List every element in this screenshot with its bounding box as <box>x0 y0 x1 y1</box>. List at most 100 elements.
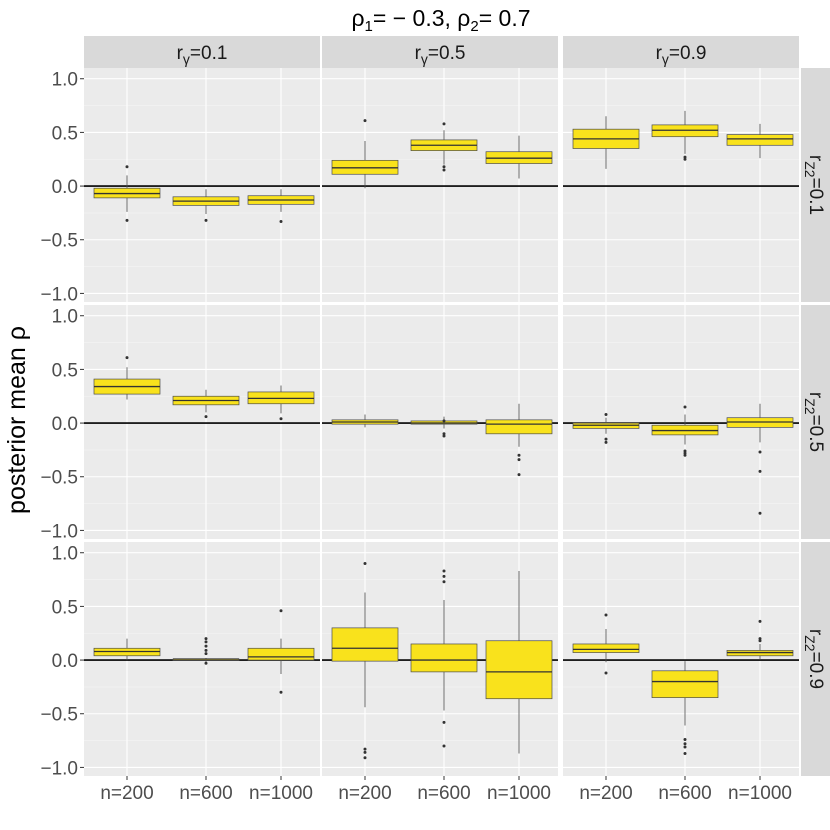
y-tick-label: −0.5 <box>40 468 78 489</box>
boxplot-n=1000 <box>726 123 794 159</box>
y-tick-label: 1.0 <box>52 70 78 91</box>
x-tick-label: n=600 <box>179 783 232 804</box>
chart-title-group: ρ1= − 0.3, ρ2= 0.7 <box>351 5 530 35</box>
boxplot-n=600 <box>651 405 719 457</box>
axes-group: −1.0−0.50.00.51.0−1.0−0.50.00.51.0−1.0−0… <box>40 70 791 804</box>
x-tick-label: n=1000 <box>487 783 551 804</box>
outlier-point <box>758 639 762 643</box>
y-axis-label-group: posterior mean ρ <box>3 326 31 514</box>
title-rho2-sub: 2 <box>470 18 478 35</box>
boxplot-n=200 <box>93 165 161 222</box>
panel-r1-c3 <box>563 68 799 302</box>
outlier-point <box>683 751 687 755</box>
outlier-point <box>442 574 446 578</box>
outlier-point <box>279 690 283 694</box>
outlier-point <box>442 569 446 573</box>
boxplot-n=600 <box>172 389 240 419</box>
outlier-point <box>604 613 608 617</box>
y-tick-label: 0.0 <box>52 651 78 672</box>
y-axis-label: posterior mean ρ <box>3 326 31 514</box>
outlier-point <box>442 122 446 126</box>
panel-background <box>563 542 799 776</box>
outlier-point <box>683 155 687 159</box>
boxplot-n=200 <box>331 414 399 428</box>
y-tick-label: −0.5 <box>40 705 78 726</box>
column-strip-2: rγ=0.5 <box>322 36 558 68</box>
outlier-point <box>683 745 687 749</box>
outlier-point <box>604 412 608 416</box>
row-strip-3: rZ2=0.9 <box>801 542 830 776</box>
outlier-point <box>758 469 762 473</box>
outlier-point <box>758 450 762 454</box>
outlier-point <box>442 744 446 748</box>
row-strip-label: rZ2=0.1 <box>802 155 826 215</box>
outlier-point <box>442 419 446 423</box>
x-tick-label: n=600 <box>658 783 711 804</box>
outlier-point <box>204 415 208 419</box>
title-rho1-value: = − 0.3, <box>373 5 457 31</box>
panel-r2-c3 <box>563 305 799 539</box>
x-tick-label: n=1000 <box>728 783 792 804</box>
outlier-point <box>683 157 687 161</box>
boxplot-n=600 <box>410 416 478 438</box>
title-rho2-value: = 0.7 <box>479 5 531 31</box>
outlier-point <box>683 449 687 453</box>
strip-background <box>563 36 799 68</box>
y-tick-label: 0.5 <box>52 123 78 144</box>
outlier-point <box>204 661 208 665</box>
boxplot-n=600 <box>410 569 478 748</box>
boxplot-n=200 <box>572 116 640 169</box>
outlier-point <box>758 511 762 515</box>
outlier-point <box>683 738 687 742</box>
outlier-point <box>204 648 208 652</box>
boxplot-n=1000 <box>485 135 553 179</box>
panel-r3-c1 <box>84 542 320 776</box>
column-strip-1: rγ=0.1 <box>84 36 320 68</box>
outlier-point <box>279 609 283 613</box>
outlier-point <box>204 652 208 656</box>
boxplot-n=200 <box>93 356 161 400</box>
y-tick-label: 1.0 <box>52 307 78 328</box>
box-iqr <box>331 627 399 662</box>
boxplot-n=1000 <box>247 609 315 694</box>
strip-background <box>801 305 830 539</box>
y-tick-label: −1.0 <box>40 758 78 779</box>
outlier-point <box>517 473 521 477</box>
outlier-point <box>204 640 208 644</box>
outlier-point <box>279 417 283 421</box>
outlier-point <box>279 219 283 223</box>
outlier-point <box>604 671 608 675</box>
outlier-point <box>517 453 521 457</box>
outlier-point <box>442 720 446 724</box>
boxplot-n=600 <box>172 189 240 222</box>
outlier-point <box>683 742 687 746</box>
row-strip-label: rZ2=0.9 <box>802 629 826 689</box>
title-rho2-label: ρ <box>457 5 470 31</box>
panels-group <box>84 68 799 776</box>
boxplot-n=200 <box>331 119 399 189</box>
boxplot-n=200 <box>93 638 161 661</box>
column-strip-label: rγ=0.9 <box>656 43 707 67</box>
y-tick-label: −1.0 <box>40 521 78 542</box>
outlier-point <box>125 165 129 169</box>
column-strip-3: rγ=0.9 <box>563 36 799 68</box>
outlier-point <box>204 637 208 641</box>
box-iqr <box>651 670 719 698</box>
box-iqr <box>485 640 553 700</box>
panel-r1-c1 <box>84 68 320 302</box>
outlier-point <box>363 747 367 751</box>
outlier-point <box>683 453 687 457</box>
x-tick-label: n=200 <box>338 783 391 804</box>
outlier-point <box>363 750 367 754</box>
y-tick-label: 0.0 <box>52 177 78 198</box>
x-tick-label: n=1000 <box>249 783 313 804</box>
y-tick-label: −0.5 <box>40 231 78 252</box>
boxplot-n=200 <box>572 412 640 444</box>
boxplot-n=600 <box>410 122 478 172</box>
y-tick-label: −1.0 <box>40 284 78 305</box>
boxplot-n=1000 <box>485 570 553 754</box>
boxplot-n=600 <box>651 661 719 755</box>
boxplot-n=200 <box>572 613 640 675</box>
row-strip-label: rZ2=0.5 <box>802 392 826 452</box>
